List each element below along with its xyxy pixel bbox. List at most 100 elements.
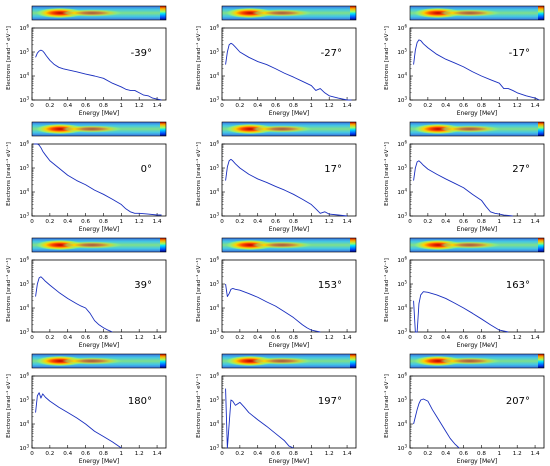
x-tick-label: 1: [120, 103, 124, 109]
heatmap-colorbar: [538, 238, 544, 252]
x-tick-label: 0: [408, 335, 412, 341]
spectrum-panel: 0 0.2 0.4 0.6 0.8 1 1.2 1.4 103 104 105 106 Energy […: [383, 353, 545, 465]
x-tick-label: 0: [30, 219, 34, 225]
y-axis-label: Electrons [srad⁻¹ eV⁻¹]: [383, 374, 390, 438]
x-tick-label: 1.2: [325, 219, 334, 225]
x-tick-label: 0.6: [81, 103, 90, 109]
spectrum-line: [413, 398, 460, 449]
heatmap-strip: [409, 121, 545, 137]
x-tick-label: 0.2: [235, 451, 244, 457]
y-tick-label: 105: [209, 396, 219, 405]
x-tick-label: 0.4: [253, 103, 262, 109]
spectrum-line: [35, 276, 113, 333]
x-tick-label: 1: [310, 219, 314, 225]
y-tick-label: 106: [397, 24, 407, 33]
x-tick-label: 0.4: [441, 103, 450, 109]
x-tick-label: 1: [120, 219, 124, 225]
x-tick-label: 0.4: [253, 335, 262, 341]
plot-frame: [221, 259, 357, 333]
x-axis-label: Energy [MeV]: [457, 458, 498, 465]
x-tick-label: 0.8: [289, 335, 298, 341]
y-axis-label: Electrons [srad⁻¹ eV⁻¹]: [5, 374, 12, 438]
y-tick-label: 103: [397, 212, 407, 221]
x-tick-label: 0.6: [271, 451, 280, 457]
x-tick-label: 0: [220, 451, 224, 457]
y-tick-label: 104: [209, 72, 219, 81]
angle-label: 27°: [512, 164, 530, 175]
x-tick-label: 0.8: [477, 451, 486, 457]
y-tick-label: 104: [209, 304, 219, 313]
x-tick-label: 0.6: [459, 219, 468, 225]
heatmap-strip: [221, 237, 357, 253]
x-axis-label: Energy [MeV]: [79, 342, 120, 349]
plot-frame: [409, 375, 545, 449]
y-tick-label: 105: [209, 280, 219, 289]
spectrum-panel: 0 0.2 0.4 0.6 0.8 1 1.2 1.4 103 104 105 106 Energy […: [195, 237, 357, 349]
x-tick-label: 1.2: [513, 219, 522, 225]
heatmap-strip: [221, 353, 357, 369]
spectrum-panel: 0 0.2 0.4 0.6 0.8 1 1.2 1.4 103 104 105 106 Energy […: [383, 5, 545, 117]
plot-frame: [221, 143, 357, 217]
y-tick-label: 105: [19, 280, 29, 289]
y-tick-label: 105: [397, 280, 407, 289]
heatmap-strip: [409, 353, 545, 369]
x-axis-label: Energy [MeV]: [79, 226, 120, 233]
x-tick-label: 1.4: [531, 219, 540, 225]
x-tick-label: 0.4: [441, 335, 450, 341]
y-tick-label: 105: [209, 164, 219, 173]
heatmap-colorbar: [350, 6, 356, 20]
angle-label: -27°: [321, 48, 342, 59]
spectrum-line: [225, 158, 348, 217]
y-tick-label: 103: [397, 96, 407, 105]
x-tick-label: 1: [310, 335, 314, 341]
heatmap-colorbar: [538, 122, 544, 136]
x-tick-label: 0.8: [99, 335, 108, 341]
plot-frame: [31, 259, 167, 333]
angle-label: 163°: [506, 280, 530, 291]
y-tick-label: 103: [19, 212, 29, 221]
x-tick-label: 1.2: [325, 451, 334, 457]
spectrum-panel: 0 0.2 0.4 0.6 0.8 1 1.2 1.4 103 104 105 106 Energy […: [195, 353, 357, 465]
x-tick-label: 0.4: [441, 219, 450, 225]
y-tick-label: 103: [397, 328, 407, 337]
x-tick-label: 0.8: [477, 103, 486, 109]
y-tick-label: 105: [397, 396, 407, 405]
y-tick-label: 104: [19, 420, 29, 429]
plot-frame: [31, 27, 167, 101]
x-tick-label: 0.6: [81, 219, 90, 225]
x-tick-label: 0.2: [423, 103, 432, 109]
x-tick-label: 0.8: [99, 103, 108, 109]
y-tick-label: 104: [19, 304, 29, 313]
y-tick-label: 105: [397, 48, 407, 57]
y-axis-label: Electrons [srad⁻¹ eV⁻¹]: [195, 26, 202, 90]
spectrum-panel: 0 0.2 0.4 0.6 0.8 1 1.2 1.4 103 104 105 106 Energy […: [383, 121, 545, 233]
y-axis-label: Electrons [srad⁻¹ eV⁻¹]: [5, 142, 12, 206]
x-tick-label: 0.6: [459, 451, 468, 457]
x-tick-label: 0.4: [63, 219, 72, 225]
x-tick-label: 0: [408, 219, 412, 225]
y-tick-label: 105: [19, 48, 29, 57]
x-axis-label: Energy [MeV]: [269, 226, 310, 233]
spectrum-line: [413, 39, 540, 101]
angle-label: 39°: [134, 280, 152, 291]
y-tick-label: 106: [19, 372, 29, 381]
heatmap-colorbar: [160, 6, 166, 20]
y-tick-label: 106: [19, 140, 29, 149]
spectrum-line: [225, 42, 352, 101]
plot-frame: [409, 27, 545, 101]
y-tick-label: 103: [209, 328, 219, 337]
heatmap-colorbar: [350, 122, 356, 136]
plot-frame: [221, 375, 357, 449]
heatmap-colorbar: [160, 354, 166, 368]
x-tick-label: 0.6: [271, 219, 280, 225]
x-tick-label: 1: [498, 219, 502, 225]
y-tick-label: 106: [209, 140, 219, 149]
heatmap-strip: [221, 121, 357, 137]
y-tick-label: 103: [19, 328, 29, 337]
y-axis-label: Electrons [srad⁻¹ eV⁻¹]: [195, 258, 202, 322]
x-axis-label: Energy [MeV]: [269, 458, 310, 465]
x-tick-label: 1.2: [135, 451, 144, 457]
x-tick-label: 0.2: [423, 451, 432, 457]
x-tick-label: 1.2: [513, 335, 522, 341]
